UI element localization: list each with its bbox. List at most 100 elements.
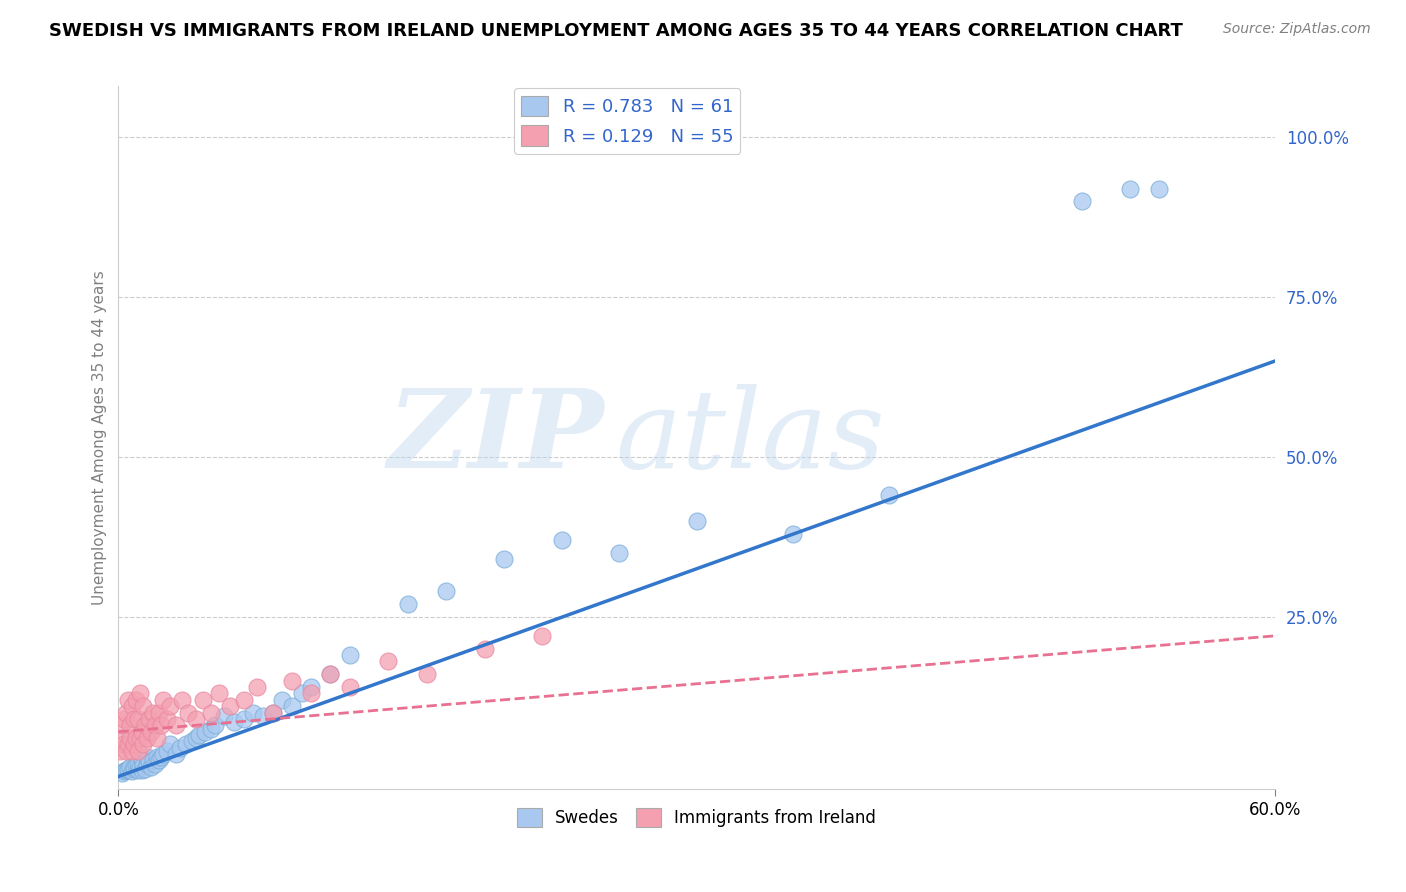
Point [111,731,134,745]
Point [136,756,159,771]
Point [685,514,707,528]
Point [122,760,145,774]
Point [174,738,197,752]
Point [112,712,135,726]
Text: Source: ZipAtlas.com: Source: ZipAtlas.com [1223,22,1371,37]
Point [111,766,134,780]
Point [180,734,202,748]
Point [208,686,231,700]
Point [112,764,135,779]
Point [136,750,159,764]
Point [232,712,254,726]
Point [111,718,134,732]
Point [219,699,242,714]
Point [127,712,149,726]
Point [156,712,179,726]
Point [299,680,322,694]
Point [531,629,554,643]
Point [262,706,284,720]
Point [121,764,143,779]
Point [609,546,631,560]
Point [193,692,215,706]
Point [148,754,170,768]
Point [128,760,150,774]
Point [152,692,174,706]
Point [339,648,361,662]
Point [184,731,207,745]
Point [281,673,304,688]
Point [474,641,496,656]
Point [159,699,181,714]
Point [165,747,187,761]
Point [492,552,515,566]
Point [131,724,153,739]
Point [194,724,217,739]
Point [319,667,342,681]
Point [271,692,294,706]
Point [121,744,143,758]
Point [152,747,174,761]
Point [138,756,160,770]
Point [1119,181,1142,195]
Point [117,738,139,752]
Point [782,526,804,541]
Point [122,762,145,776]
Point [136,731,159,745]
Point [142,706,165,720]
Point [146,731,169,745]
Text: atlas: atlas [616,384,886,491]
Point [200,722,222,736]
Point [169,740,191,755]
Point [125,692,148,706]
Point [214,708,236,723]
Point [184,712,207,726]
Point [115,763,138,777]
Point [290,686,312,700]
Point [117,692,139,706]
Point [112,738,135,752]
Point [204,718,226,732]
Point [146,750,169,764]
Point [396,597,419,611]
Point [242,706,264,720]
Point [1071,194,1094,209]
Point [128,731,150,745]
Point [141,760,163,774]
Point [142,754,165,768]
Point [127,744,149,758]
Text: SWEDISH VS IMMIGRANTS FROM IRELAND UNEMPLOYMENT AMONG AGES 35 TO 44 YEARS CORREL: SWEDISH VS IMMIGRANTS FROM IRELAND UNEMP… [49,22,1182,40]
Point [319,667,342,681]
Point [117,762,139,776]
Point [128,686,150,700]
Point [222,715,245,730]
Point [1147,181,1170,195]
Point [281,699,304,714]
Point [118,760,141,774]
Text: ZIP: ZIP [388,384,605,491]
Point [339,680,361,694]
Point [246,680,269,694]
Point [877,488,900,502]
Point [159,738,181,752]
Point [125,731,148,745]
Point [149,750,172,764]
Point [200,706,222,720]
Point [177,706,200,720]
Point [143,756,166,771]
Point [132,758,155,772]
Legend: Swedes, Immigrants from Ireland: Swedes, Immigrants from Ireland [510,801,883,834]
Point [122,738,145,752]
Point [252,708,274,723]
Point [134,718,156,732]
Point [165,718,187,732]
Point [141,724,163,739]
Point [138,712,160,726]
Point [131,763,153,777]
Point [122,712,145,726]
Point [127,763,149,777]
Point [299,686,322,700]
Point [149,718,172,732]
Point [118,731,141,745]
Point [148,706,170,720]
Point [232,692,254,706]
